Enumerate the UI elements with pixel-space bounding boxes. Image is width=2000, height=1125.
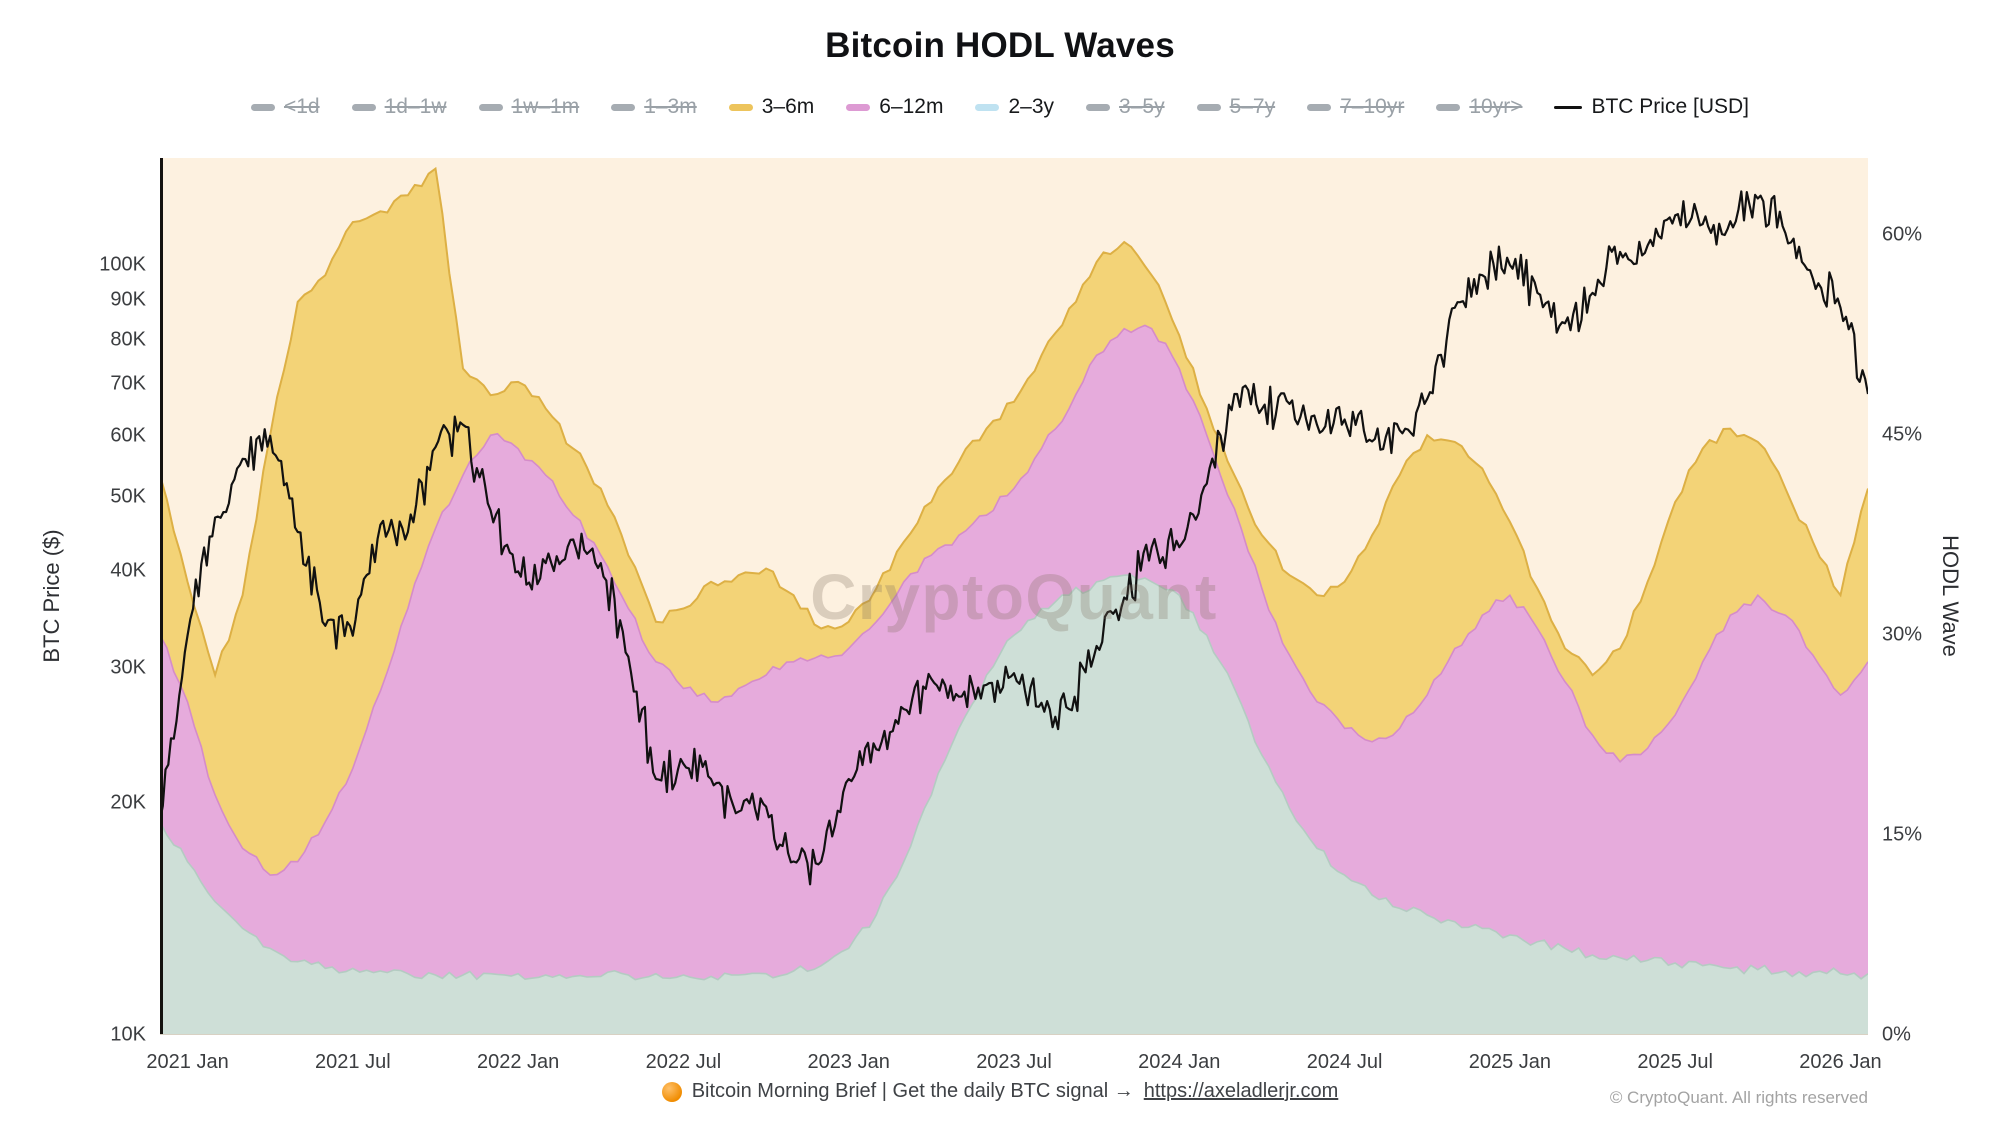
legend-item-2-3y[interactable]: 2–3y xyxy=(975,95,1054,119)
price-tick-20k: 20K xyxy=(110,791,146,814)
x-tick-2022-jan: 2022 Jan xyxy=(476,1051,560,1073)
area-swatch-icon xyxy=(351,103,376,111)
hodl-tick-15: 15% xyxy=(1882,823,1923,846)
x-tick-2026-jan: 2026 Jan xyxy=(1799,1051,1882,1073)
orange-circle-icon xyxy=(661,1081,682,1102)
btc-price-line xyxy=(160,190,1868,886)
legend-item-btc-price-usd[interactable]: BTC Price [USD] xyxy=(1554,95,1749,119)
price-tick-80k: 80K xyxy=(110,328,146,351)
area-2-3y-edge xyxy=(160,574,1868,981)
hodl-tick-0: 0% xyxy=(1882,1023,1911,1046)
footer: Bitcoin Morning Brief | Get the daily BT… xyxy=(0,1080,2000,1103)
legend-item-1d-1w[interactable]: 1d–1w xyxy=(351,95,447,119)
area-swatch-icon xyxy=(1307,103,1332,111)
x-tick-2023-jan: 2023 Jan xyxy=(807,1051,890,1073)
hodl-tick-60: 60% xyxy=(1882,223,1923,246)
area-swatch-icon xyxy=(1196,103,1221,111)
price-tick-60k: 60K xyxy=(110,424,146,447)
legend-label: 1w–1m xyxy=(511,95,580,118)
legend-label: 10yr> xyxy=(1469,95,1523,118)
price-tick-90k: 90K xyxy=(110,288,146,311)
legend-label: 7–10yr xyxy=(1340,95,1405,118)
x-tick-2021-jul: 2021 Jul xyxy=(315,1051,391,1073)
price-tick-30k: 30K xyxy=(110,656,146,679)
x-axis-line xyxy=(160,1034,1868,1035)
right-axis-title: HODL Wave xyxy=(1938,535,1963,657)
area-6-12m xyxy=(160,325,1868,980)
area-3-6m-edge xyxy=(160,166,1868,679)
area-swatch-icon xyxy=(250,103,275,111)
legend-item-7-10yr[interactable]: 7–10yr xyxy=(1307,95,1404,119)
y-axis-spine xyxy=(160,158,163,1035)
price-tick-100k: 100K xyxy=(99,253,146,276)
legend-label: 6–12m xyxy=(879,95,944,118)
area-swatch-icon xyxy=(1086,103,1111,111)
footer-text: Bitcoin Morning Brief | Get the daily BT… xyxy=(691,1080,1134,1102)
area-swatch-icon xyxy=(1436,103,1461,111)
area-swatch-icon xyxy=(728,103,753,111)
area-swatch-icon xyxy=(478,103,503,111)
legend-label: 2–3y xyxy=(1008,95,1055,118)
x-tick-2025-jan: 2025 Jan xyxy=(1468,1051,1552,1073)
legend-item-10yr[interactable]: 10yr> xyxy=(1436,95,1522,119)
x-tick-2021-jan: 2021 Jan xyxy=(146,1051,229,1073)
legend-item-1w-1m[interactable]: 1w–1m xyxy=(478,95,580,119)
area-swatch-icon xyxy=(975,103,1000,111)
price-tick-50k: 50K xyxy=(110,485,146,508)
legend-label: 1d–1w xyxy=(384,95,447,118)
legend-item-1d[interactable]: <1d xyxy=(250,95,320,119)
footer-link[interactable]: https://axeladlerjr.com xyxy=(1143,1080,1339,1102)
legend-item-6-12m[interactable]: 6–12m xyxy=(846,95,943,119)
area-6-12m-edge xyxy=(160,324,1868,876)
area-swatch-icon xyxy=(846,103,871,111)
area-3-6m xyxy=(160,168,1868,876)
legend-label: 1–3m xyxy=(644,95,697,118)
legend-item-3-6m[interactable]: 3–6m xyxy=(728,95,815,119)
legend-item-1-3m[interactable]: 1–3m xyxy=(611,95,697,119)
price-tick-10k: 10K xyxy=(110,1023,146,1046)
area-swatch-icon xyxy=(611,103,636,111)
legend-label: <1d xyxy=(283,95,320,118)
legend: <1d 1d–1w 1w–1m 1–3m 3–6m 6–12m 2–3y 3–5y 5–7y 7–… xyxy=(0,95,2000,119)
line-swatch-icon xyxy=(1554,105,1583,109)
chart-title: Bitcoin HODL Waves xyxy=(825,26,1175,65)
hodl-tick-45: 45% xyxy=(1882,423,1923,446)
x-tick-2022-jul: 2022 Jul xyxy=(645,1051,722,1073)
legend-label: 5–7y xyxy=(1229,95,1276,118)
legend-item-3-5y[interactable]: 3–5y xyxy=(1086,95,1165,119)
x-tick-2024-jan: 2024 Jan xyxy=(1138,1051,1221,1073)
legend-label: BTC Price [USD] xyxy=(1591,95,1749,118)
legend-label: 3–6m xyxy=(761,95,815,118)
hodl-tick-30: 30% xyxy=(1882,623,1923,646)
left-axis-title: BTC Price ($) xyxy=(39,529,64,663)
legend-item-5-7y[interactable]: 5–7y xyxy=(1196,95,1276,119)
legend-label: 3–5y xyxy=(1119,95,1165,118)
area-2-3y xyxy=(160,574,1868,1035)
x-tick-2025-jul: 2025 Jul xyxy=(1637,1051,1713,1073)
copyright: © CryptoQuant. All rights reserved xyxy=(1609,1088,1868,1107)
plot-canvas[interactable] xyxy=(160,158,1868,1035)
price-tick-40k: 40K xyxy=(110,559,146,582)
price-tick-70k: 70K xyxy=(110,372,146,395)
plot-area[interactable]: CryptoQuant xyxy=(160,158,1868,1035)
x-tick-2024-jul: 2024 Jul xyxy=(1306,1051,1383,1073)
x-tick-2023-jul: 2023 Jul xyxy=(976,1051,1052,1073)
